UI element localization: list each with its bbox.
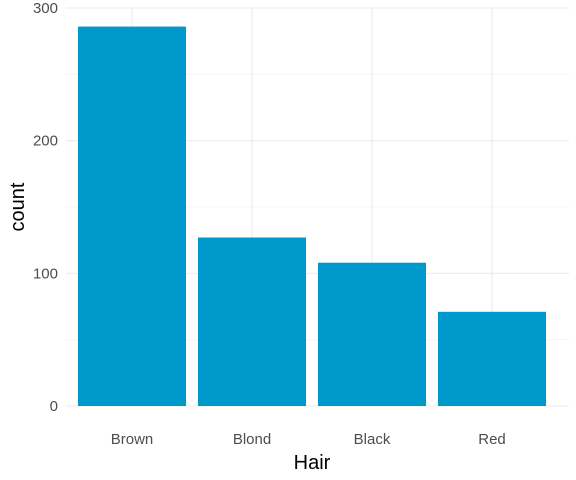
y-axis-title: count — [7, 182, 29, 231]
bar-red — [438, 311, 546, 406]
y-tick-label: 100 — [33, 265, 58, 282]
bars — [78, 26, 546, 406]
y-tick-label: 300 — [33, 0, 58, 17]
bar-brown — [78, 26, 186, 406]
x-tick-label: Blond — [233, 431, 271, 448]
x-tick-label: Brown — [111, 431, 154, 448]
bar-black — [318, 262, 426, 406]
y-axis-tick-labels: 0 100 200 300 — [33, 0, 58, 415]
x-tick-label: Red — [478, 431, 506, 448]
x-axis-title: Hair — [294, 452, 331, 474]
x-tick-label: Black — [354, 431, 391, 448]
bar-blond — [198, 237, 306, 406]
y-tick-label: 0 — [50, 398, 58, 415]
x-axis-tick-labels: Brown Blond Black Red — [111, 431, 506, 448]
y-tick-label: 200 — [33, 133, 58, 150]
